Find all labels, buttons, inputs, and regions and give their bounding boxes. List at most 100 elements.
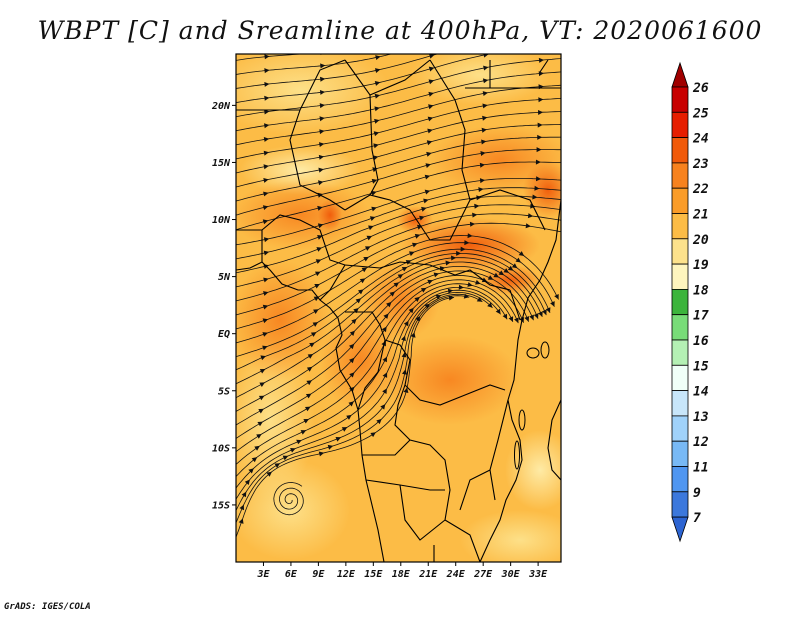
streamline-arrow xyxy=(427,116,434,122)
streamline-arrow xyxy=(258,408,264,414)
streamline-arrow xyxy=(260,355,266,361)
streamline-arrow xyxy=(429,54,435,59)
streamline-arrow xyxy=(319,116,325,122)
streamline-arrow xyxy=(349,372,355,378)
streamline-arrow xyxy=(428,79,435,85)
streamline-arrow xyxy=(263,291,269,296)
streamline-arrow xyxy=(262,219,269,225)
streamline-arrow xyxy=(534,185,540,191)
streamline-arrow xyxy=(537,122,543,128)
streamline-arrow xyxy=(508,316,514,322)
streamline-arrow xyxy=(262,304,269,310)
colorbar-label: 11 xyxy=(693,461,709,476)
lon-label: 30E xyxy=(501,569,521,580)
streamline-arrow xyxy=(307,354,314,359)
streamline-arrow xyxy=(482,103,488,109)
streamline-arrow xyxy=(373,143,379,149)
streamline-arrow xyxy=(428,104,434,110)
streamline xyxy=(236,235,559,330)
colorbar-label: 7 xyxy=(693,511,701,526)
streamline xyxy=(236,270,529,426)
colorbar-segment xyxy=(671,111,689,139)
streamline xyxy=(236,222,561,316)
colorbar-segment xyxy=(671,162,689,189)
streamline-arrow xyxy=(318,451,325,457)
streamline xyxy=(236,161,561,231)
lon-label: 21E xyxy=(418,569,438,580)
streamline-arrow xyxy=(363,256,369,262)
colorbar-top-arrow xyxy=(671,61,689,88)
streamline-arrow xyxy=(305,393,312,399)
streamline xyxy=(236,295,470,524)
credit-text: GrADS: IGES/COLA xyxy=(4,602,91,612)
streamline-arrow xyxy=(533,313,539,319)
lon-label: 18E xyxy=(392,569,411,580)
streamline-arrow xyxy=(300,430,307,435)
streamline xyxy=(236,54,307,61)
streamline-arrow xyxy=(527,213,534,219)
streamline-arrow xyxy=(380,404,386,410)
lat-label: 15N xyxy=(212,158,231,169)
streamline-arrow xyxy=(263,191,269,197)
streamline-arrow xyxy=(478,187,484,192)
streamline-arrow xyxy=(542,309,547,316)
streamline-arrow xyxy=(241,491,247,498)
streamline-arrow xyxy=(401,335,406,342)
streamline-arrow xyxy=(482,115,488,121)
streamline-arrow xyxy=(305,406,311,412)
colorbar-label: 12 xyxy=(693,435,709,450)
vortex-spiral xyxy=(273,482,304,516)
streamline-arrow xyxy=(256,434,262,439)
streamline-arrow xyxy=(536,176,542,182)
streamline-arrow xyxy=(425,163,431,168)
chart-title: WBPT [C] and Sreamline at 400hPa, VT: 20… xyxy=(37,16,763,45)
lon-label: 3E xyxy=(256,569,270,580)
streamline-arrow xyxy=(262,332,268,337)
streamline-arrow xyxy=(361,267,368,273)
streamline-arrow xyxy=(389,291,396,297)
streamline-arrow xyxy=(514,317,519,324)
streamline-arrow xyxy=(310,332,317,337)
streamline-arrow xyxy=(317,223,324,229)
streamline-arrow xyxy=(482,78,489,84)
streamline-arrow xyxy=(401,352,407,358)
streamline-arrow xyxy=(487,302,493,308)
streamline-arrow xyxy=(382,356,387,363)
streamline-arrow xyxy=(374,93,381,99)
streamline-arrow xyxy=(319,129,325,135)
streamline-arrow xyxy=(386,301,392,308)
streamline xyxy=(236,266,534,412)
streamline-arrow xyxy=(479,178,486,184)
colorbar-label: 15 xyxy=(693,359,709,374)
streamline-arrow xyxy=(372,167,378,173)
streamline-arrow xyxy=(248,468,254,474)
streamline-arrow xyxy=(274,463,281,468)
lat-label: 15S xyxy=(212,500,230,511)
streamline-arrow xyxy=(532,194,538,200)
streamline-arrow xyxy=(382,388,387,394)
streamline-arrow xyxy=(318,180,324,186)
colorbar-label: 14 xyxy=(693,385,709,400)
streamline-arrow xyxy=(483,54,489,58)
streamline-arrow xyxy=(474,203,480,209)
lat-label: 20N xyxy=(211,101,231,112)
streamline xyxy=(236,124,561,188)
streamline-arrow xyxy=(315,259,322,264)
streamline-arrow xyxy=(266,471,272,477)
colorbar-segment xyxy=(671,86,689,113)
streamline-arrow xyxy=(374,81,381,86)
streamline-arrow xyxy=(447,288,454,294)
streamline-arrow xyxy=(423,198,429,204)
streamline-arrow xyxy=(476,297,483,302)
streamline-arrow xyxy=(369,216,376,221)
streamline-arrow xyxy=(428,91,434,97)
streamline-arrow xyxy=(421,206,427,212)
streamline-arrow xyxy=(382,372,388,378)
streamline-arrow xyxy=(373,131,380,137)
streamline-arrow xyxy=(463,293,470,299)
streamline-arrow xyxy=(320,76,326,82)
streamline xyxy=(236,71,561,132)
streamline-arrow xyxy=(327,444,334,450)
colorbar-segment xyxy=(671,137,689,164)
streamline-arrow xyxy=(518,251,525,256)
